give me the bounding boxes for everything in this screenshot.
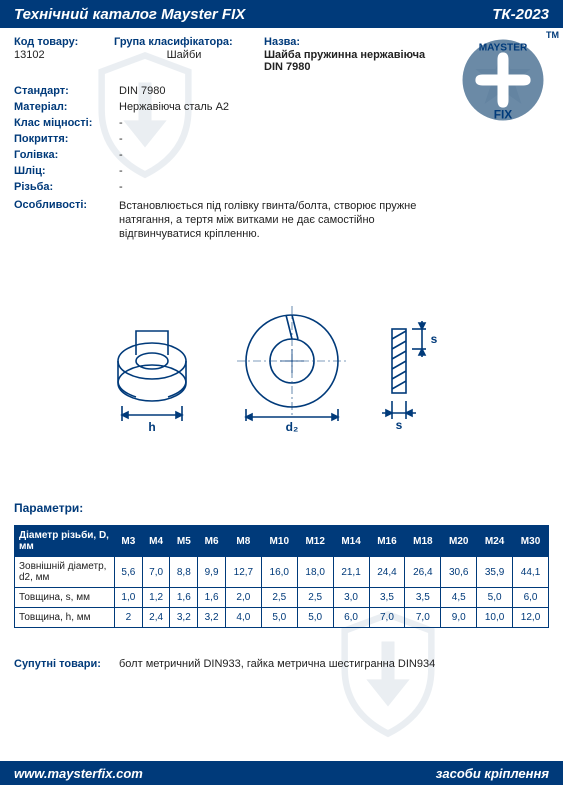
params-cell: 5,6 [115,557,143,588]
params-cell: 24,4 [369,557,405,588]
related-row: Супутні товари: болт метричний DIN933, г… [14,658,549,670]
params-cell: 1,0 [115,588,143,608]
features-key: Особливості: [14,199,119,241]
spec-val: - [119,147,549,163]
params-cell: 5,0 [297,608,333,628]
params-cell: 6,0 [333,608,369,628]
params-cell: 2,5 [261,588,297,608]
params-col-header: М30 [513,526,549,557]
features-val: Встановлюється під голівку гвинта/болта,… [119,199,549,241]
params-cell: 1,6 [170,588,198,608]
technical-diagram: h d₂ [14,271,549,471]
footer-url: www.maysterfix.com [14,766,143,781]
params-cell: 35,9 [477,557,513,588]
params-cell: 8,8 [170,557,198,588]
spec-row: Голівка:- [14,147,549,163]
params-col-header: М16 [369,526,405,557]
code-value: 13102 [14,49,104,61]
params-cell: 3,5 [405,588,441,608]
dim-sv: s [430,332,437,346]
spec-row: Різьба:- [14,179,549,195]
params-cell: 7,0 [405,608,441,628]
dim-d2: d₂ [285,420,298,434]
params-cell: 9,9 [198,557,226,588]
params-cell: 3,0 [333,588,369,608]
params-cell: 4,5 [441,588,477,608]
params-cell: 7,0 [369,608,405,628]
params-cell: 5,0 [261,608,297,628]
spec-key: Голівка: [14,147,119,163]
params-cell: 2 [115,608,143,628]
params-cell: 2,4 [142,608,170,628]
params-col-header: М3 [115,526,143,557]
footer-bar: www.maysterfix.com засоби кріплення [0,761,563,785]
related-val: болт метричний DIN933, гайка метрична ше… [119,658,549,670]
params-col-header: М5 [170,526,198,557]
params-cell: 4,0 [225,608,261,628]
params-cell: 16,0 [261,557,297,588]
spec-key: Клас міцності: [14,115,119,131]
svg-text:FIX: FIX [494,108,513,122]
params-row-label: Товщина, s, мм [15,588,115,608]
params-col-header: М24 [477,526,513,557]
params-cell: 5,0 [477,588,513,608]
params-cell: 1,6 [198,588,226,608]
spec-val: - [119,179,549,195]
params-cell: 30,6 [441,557,477,588]
params-col-header: М4 [142,526,170,557]
params-col-header: М6 [198,526,226,557]
spec-key: Різьба: [14,179,119,195]
params-col-header: М8 [225,526,261,557]
header-title: Технічний каталог Mayster FIX [14,6,245,23]
spec-row: Покриття:- [14,131,549,147]
params-header-first: Діаметр різьби, D, мм [15,526,115,557]
params-cell: 12,0 [513,608,549,628]
spec-key: Стандарт: [14,83,119,99]
svg-text:MAYSTER: MAYSTER [479,43,528,54]
params-col-header: М12 [297,526,333,557]
params-cell: 10,0 [477,608,513,628]
params-cell: 9,0 [441,608,477,628]
params-title: Параметри: [14,501,549,515]
params-cell: 3,2 [198,608,226,628]
name-value: Шайба пружинна нержавіюча DIN 7980 [264,49,444,73]
params-col-header: М10 [261,526,297,557]
spec-key: Шліц: [14,163,119,179]
spec-val: - [119,131,549,147]
code-label: Код товару: [14,36,104,48]
params-table: Діаметр різьби, D, ммМ3М4М5М6М8М10М12М14… [14,525,549,628]
spec-key: Матеріал: [14,99,119,115]
params-cell: 21,1 [333,557,369,588]
params-col-header: М18 [405,526,441,557]
params-cell: 3,2 [170,608,198,628]
footer-tagline: засоби кріплення [436,766,549,781]
params-row-label: Товщина, h, мм [15,608,115,628]
params-col-header: М14 [333,526,369,557]
params-cell: 1,2 [142,588,170,608]
related-key: Супутні товари: [14,658,119,670]
spec-val: - [119,163,549,179]
params-cell: 26,4 [405,557,441,588]
spec-row: Шліц:- [14,163,549,179]
group-label: Група класифікатора: [114,36,254,48]
params-cell: 3,5 [369,588,405,608]
params-cell: 44,1 [513,557,549,588]
params-row-label: Зовнішній діаметр, d2, мм [15,557,115,588]
dim-s: s [395,418,402,432]
name-label: Назва: [264,36,444,48]
params-col-header: М20 [441,526,477,557]
header-code: ТК-2023 [492,6,549,23]
dim-h: h [148,420,155,434]
params-cell: 18,0 [297,557,333,588]
group-value: Шайби [114,49,254,61]
header-bar: Технічний каталог Mayster FIX ТК-2023 [0,0,563,28]
params-cell: 2,5 [297,588,333,608]
params-cell: 2,0 [225,588,261,608]
features-row: Особливості: Встановлюється під голівку … [14,199,549,241]
params-cell: 12,7 [225,557,261,588]
spec-key: Покриття: [14,131,119,147]
brand-logo: MAYSTER FIX [457,34,549,126]
params-cell: 7,0 [142,557,170,588]
params-cell: 6,0 [513,588,549,608]
